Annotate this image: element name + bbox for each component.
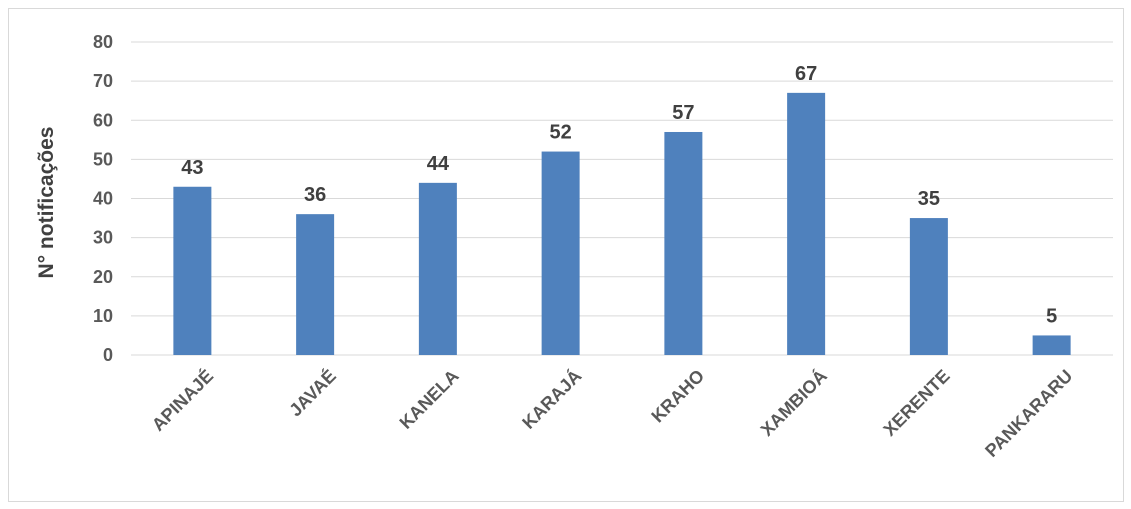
bar-xambioá (787, 92, 826, 356)
category-label-xerente: XERENTE (879, 366, 953, 440)
bar-kanela (418, 182, 457, 355)
data-label-kanela: 44 (427, 153, 450, 175)
data-label-xerente: 35 (918, 188, 940, 210)
category-label-xambioá: XAMBIOÁ (756, 365, 831, 440)
bar-javaé (296, 214, 335, 355)
data-labels: 43 36 44 52 57 67 35 5 (181, 63, 1057, 328)
bar-chart: 0 10 20 30 40 50 60 70 80 43 36 44 52 57 67 35 5 APINAJ… (35, 32, 1113, 461)
data-label-apinajé: 43 (181, 157, 203, 179)
y-tick-label-50: 50 (93, 149, 113, 169)
y-axis-title: N° notificações (35, 127, 58, 279)
x-axis-categories: APINAJÉ JAVAÉ KANELA KARAJÁ KRAHO XAMBIOÁ XERE… (147, 365, 1076, 461)
bar-apinajé (173, 186, 212, 355)
bar-xerente (909, 218, 948, 355)
data-label-kraho: 57 (672, 102, 694, 124)
bars (173, 92, 1071, 356)
data-label-javaé: 36 (304, 184, 326, 206)
y-tick-label-40: 40 (93, 189, 113, 209)
category-label-javaé: JAVAÉ (285, 365, 340, 420)
chart-frame: 0 10 20 30 40 50 60 70 80 43 36 44 52 57 67 35 5 APINAJ… (8, 8, 1124, 502)
y-tick-label-60: 60 (93, 110, 113, 130)
y-tick-label-70: 70 (93, 71, 113, 91)
y-axis-ticks: 0 10 20 30 40 50 60 70 80 (93, 32, 113, 365)
bar-pankararu (1032, 335, 1071, 355)
bar-kraho (664, 131, 703, 355)
y-tick-label-30: 30 (93, 228, 113, 248)
category-label-kraho: KRAHO (647, 366, 708, 427)
grid-lines (131, 41, 1113, 356)
y-tick-label-80: 80 (93, 32, 113, 52)
data-label-karajá: 52 (550, 122, 572, 144)
y-tick-label-20: 20 (93, 267, 113, 287)
category-label-karajá: KARAJÁ (518, 365, 586, 433)
y-tick-label-10: 10 (93, 306, 113, 326)
category-label-pankararu: PANKARARU (981, 366, 1076, 461)
data-label-pankararu: 5 (1046, 305, 1057, 327)
data-label-xambioá: 67 (795, 63, 817, 85)
category-label-apinajé: APINAJÉ (147, 365, 217, 435)
y-tick-label-0: 0 (103, 345, 113, 365)
bar-karajá (541, 151, 580, 355)
category-label-kanela: KANELA (396, 366, 463, 433)
